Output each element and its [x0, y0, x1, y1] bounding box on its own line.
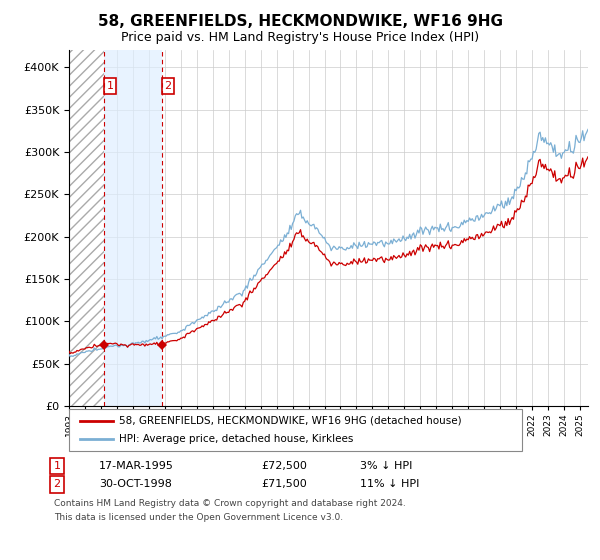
Text: This data is licensed under the Open Government Licence v3.0.: This data is licensed under the Open Gov…	[54, 513, 343, 522]
Text: Price paid vs. HM Land Registry's House Price Index (HPI): Price paid vs. HM Land Registry's House …	[121, 31, 479, 44]
Text: 58, GREENFIELDS, HECKMONDWIKE, WF16 9HG (detached house): 58, GREENFIELDS, HECKMONDWIKE, WF16 9HG …	[119, 416, 461, 426]
Text: 2: 2	[164, 81, 172, 91]
Text: £72,500: £72,500	[261, 461, 307, 471]
Bar	[104, 50, 162, 406]
Text: 17-MAR-1995: 17-MAR-1995	[99, 461, 174, 471]
Text: 30-OCT-1998: 30-OCT-1998	[99, 479, 172, 489]
Bar	[69, 50, 104, 406]
Text: 1: 1	[53, 461, 61, 471]
Text: 11% ↓ HPI: 11% ↓ HPI	[360, 479, 419, 489]
Text: Contains HM Land Registry data © Crown copyright and database right 2024.: Contains HM Land Registry data © Crown c…	[54, 500, 406, 508]
Text: 1: 1	[107, 81, 113, 91]
Text: 2: 2	[53, 479, 61, 489]
Text: HPI: Average price, detached house, Kirklees: HPI: Average price, detached house, Kirk…	[119, 434, 353, 444]
Text: 3% ↓ HPI: 3% ↓ HPI	[360, 461, 412, 471]
Text: 58, GREENFIELDS, HECKMONDWIKE, WF16 9HG: 58, GREENFIELDS, HECKMONDWIKE, WF16 9HG	[97, 14, 503, 29]
Text: £71,500: £71,500	[261, 479, 307, 489]
